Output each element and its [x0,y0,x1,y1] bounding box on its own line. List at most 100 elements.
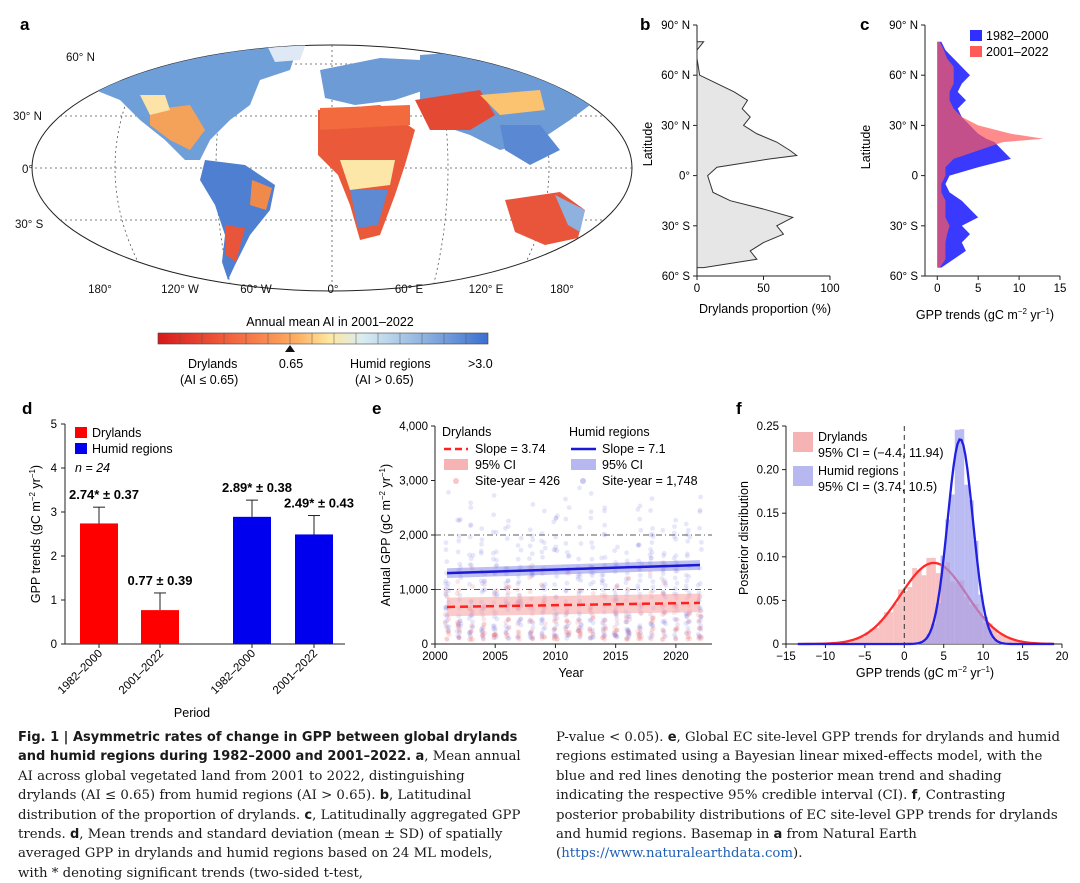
e-dry-point [442,620,448,626]
e-humid-point [587,635,593,641]
e-humid-point [530,502,536,507]
e-dry-point [651,626,656,632]
e-humid-point [612,548,618,554]
e-humid-point [528,630,534,636]
d-ytick-label: 4 [51,463,58,475]
e-humid-point [590,627,596,633]
e-humid-point [675,622,680,628]
e-humid-point [566,633,572,639]
e-dry-point [481,621,487,627]
f-dry-hist-bar [864,632,870,644]
e-humid-point [551,627,557,633]
e-humid-point [637,630,643,636]
e-humid-point [445,584,451,590]
e-dry-point [625,629,631,634]
e-dry-point [686,629,691,634]
e-dry-point [529,619,535,625]
f-humid-label: Humid regions [818,464,899,478]
e-humid-point [529,551,535,557]
e-dry-point [554,637,560,642]
c-xtick-label: 5 [975,283,981,295]
e-humid-point [602,532,608,538]
b-ytick-label: 30° S [662,221,691,233]
e-dry-point [587,636,593,642]
e-dry-point [578,632,584,638]
e-dry-point [649,632,655,638]
e-dry-point [515,629,521,635]
e-humid-point [576,617,582,622]
e-humid-point [479,537,485,543]
e-humid-point [491,493,497,498]
f-dry-hist-bar [888,612,894,644]
e-humid-point [600,587,606,593]
e-humid-point [635,583,641,589]
e-humid-point [467,562,473,567]
drylands-label: Drylands [188,357,237,371]
e-humid-point [673,517,679,523]
e-humid-point [672,632,678,638]
e-humid-point [563,588,569,594]
e-humid-point [600,572,606,578]
panel-f: f 00.050.100.150.200.25−15 −10 −5 0 5 10 15 20 … [736,399,1068,680]
e-humid-point [648,547,654,552]
b-proportion-area [696,41,799,269]
e-dry-point [444,636,450,642]
d-bar [295,534,333,644]
e-humid-point [443,606,449,612]
e-dry-point [636,636,641,642]
f-humid-hist-bar [978,594,984,644]
d-ytick-label: 3 [51,507,57,519]
e-dry-point [539,633,545,639]
e-humid-point [662,578,668,584]
f-humid-ci: 95% CI = (3.74, 10.5) [818,480,937,494]
e-humid-point [588,509,594,515]
e-humid-point [515,634,521,640]
legend-dry-point [453,478,459,484]
e-dry-point [698,625,704,631]
e-humid-point [456,635,462,640]
e-humid-point [648,611,653,617]
e-humid-point [540,617,545,623]
e-humid-point [591,579,596,585]
d-ytick-label: 1 [51,595,57,607]
e-humid-point [685,620,691,625]
humid-definition: (AI > 0.65) [355,373,414,387]
e-humid-point [647,574,653,579]
e-humid-point [518,547,524,553]
e-humid-point [686,630,692,636]
panel-b: b 90° N 60° N 30° N 0° 30° S 60° S0 50 100 Lati… [640,15,840,316]
e-humid-point [470,552,476,558]
e-humid-point [696,633,702,639]
d-bar [80,523,118,644]
e-dry-point [698,636,704,642]
d-xtick-label: 2001–2022 [117,648,166,697]
e-dry-point [455,623,461,629]
e-humid-point [529,533,535,539]
e-humid-point [649,540,655,545]
e-humid-point [564,549,570,555]
map-lon-labels: 180° 120° W 60° W 0° 60° E 120° E 180° [88,284,574,296]
e-dry-point [456,635,462,641]
e-dry-point [685,612,691,617]
e-dry-point [504,634,510,639]
e-humid-point [455,622,461,628]
d-bar [141,610,179,644]
caption-letter-c: c [304,807,313,823]
e-humid-point [554,513,560,519]
e-dry-point [602,617,608,623]
e-humid-point [466,630,472,635]
e-humid-point [614,634,620,640]
e-dry-point [470,584,476,589]
legend-drylands: Drylands [92,426,141,440]
e-humid-point [504,566,510,571]
e-humid-point [542,508,547,514]
e-humid-point [624,631,630,637]
natural-earth-link[interactable]: https://www.naturalearthdata.com [561,846,794,862]
e-humid-point [650,534,656,539]
e-dry-point [575,628,581,634]
e-humid-point [456,518,462,523]
e-humid-point [623,619,629,625]
e-humid-point [648,630,654,636]
caption-b: , Latitudinal distribution of the propor… [18,788,472,823]
caption-letter-b: b [379,788,390,804]
